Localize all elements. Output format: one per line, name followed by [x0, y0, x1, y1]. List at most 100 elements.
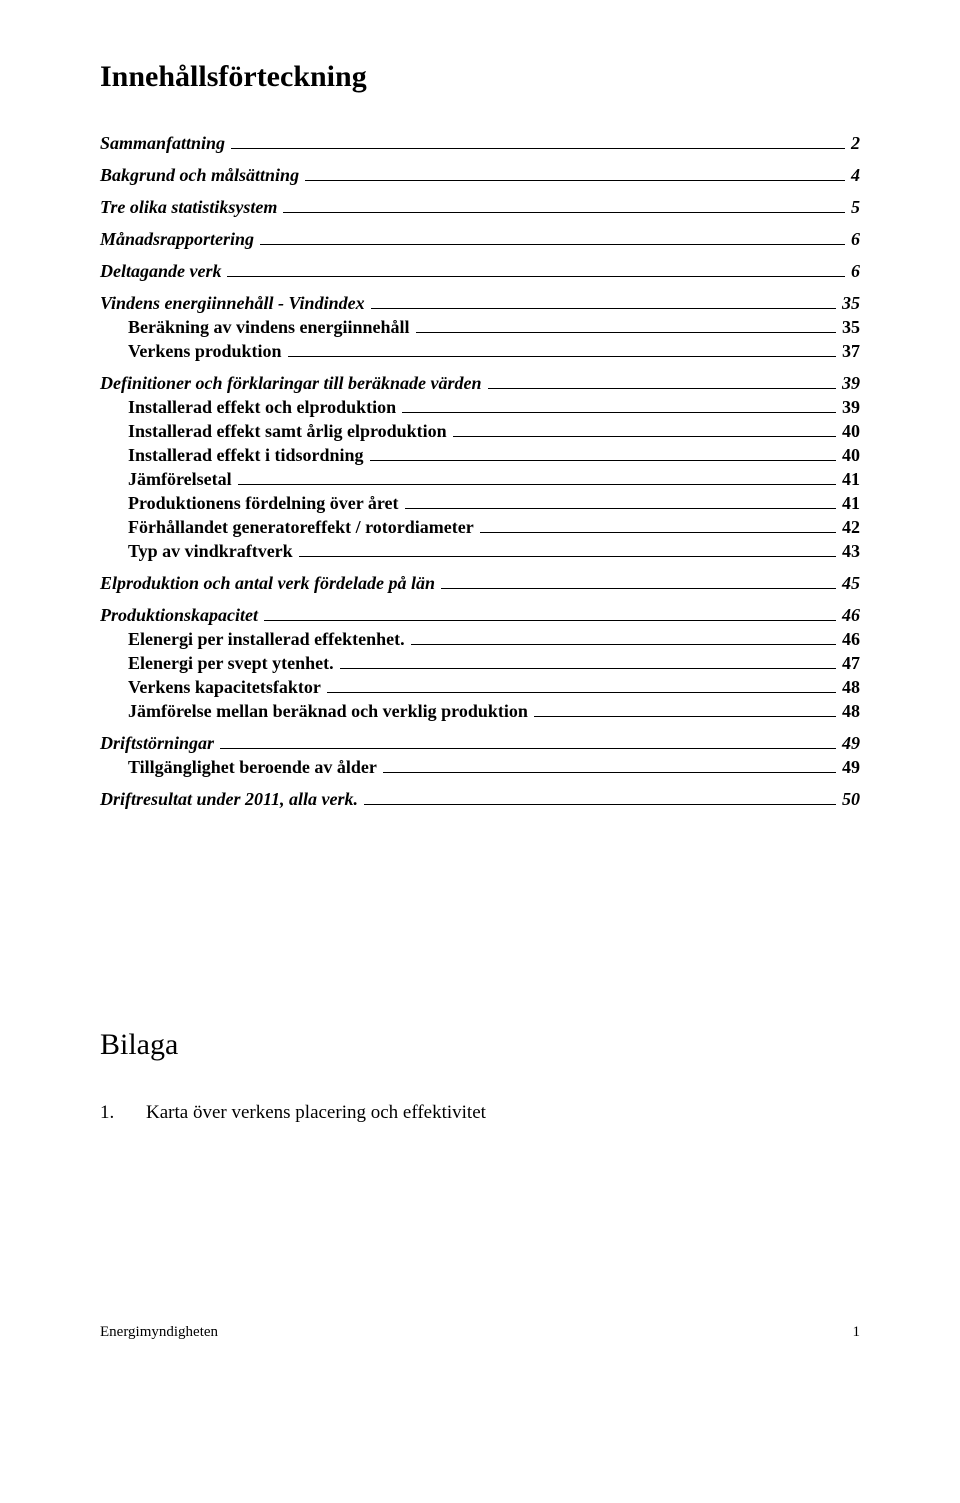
toc-entry-label: Verkens kapacitetsfaktor	[128, 678, 325, 696]
toc-entry: Elenergi per svept ytenhet. 47	[128, 654, 860, 672]
toc-entry: Tre olika statistiksystem 5	[100, 198, 860, 216]
toc-entry-label: Tre olika statistiksystem	[100, 198, 281, 216]
toc-entry-page: 49	[838, 734, 860, 752]
toc-entry-page: 47	[838, 654, 860, 672]
footer-label: Energimyndigheten	[100, 1324, 218, 1341]
toc-entry-label: Installerad effekt i tidsordning	[128, 446, 368, 464]
toc-entry-page: 49	[838, 758, 860, 776]
toc-entry-label: Jämförelse mellan beräknad och verklig p…	[128, 702, 532, 720]
toc-entry: Månadsrapportering6	[100, 230, 860, 248]
toc-entry-label: Bakgrund och målsättning	[100, 166, 303, 184]
toc-entry: Elenergi per installerad effektenhet. 46	[128, 630, 860, 648]
toc-entry: Driftstörningar 49	[100, 734, 860, 752]
toc-entry: Definitioner och förklaringar till beräk…	[100, 374, 860, 392]
toc-leader-line	[227, 276, 845, 277]
toc-leader-line	[364, 804, 836, 805]
toc-entry: Produktionens fördelning över året41	[128, 494, 860, 512]
toc-leader-line	[288, 356, 836, 357]
toc-entry-page: 46	[838, 630, 860, 648]
toc-entry: Driftresultat under 2011, alla verk. 50	[100, 790, 860, 808]
toc-entry-label: Verkens produktion	[128, 342, 286, 360]
toc-entry-label: Jämförelsetal	[128, 470, 236, 488]
toc-entry: Beräkning av vindens energiinnehåll 35	[128, 318, 860, 336]
appendix-item-number: 1.	[100, 1102, 146, 1124]
toc-entry-label: Beräkning av vindens energiinnehåll	[128, 318, 414, 336]
toc-entry-label: Installerad effekt och elproduktion	[128, 398, 400, 416]
toc-entry-page: 39	[838, 398, 860, 416]
toc-entry-page: 41	[838, 470, 860, 488]
toc-leader-line	[305, 180, 845, 181]
toc-entry-page: 48	[838, 702, 860, 720]
toc-leader-line	[480, 532, 836, 533]
toc-leader-line	[220, 748, 836, 749]
toc-entry-label: Vindens energiinnehåll - Vindindex	[100, 294, 369, 312]
toc-entry-page: 46	[838, 606, 860, 624]
toc-entry-page: 48	[838, 678, 860, 696]
toc-entry-page: 37	[838, 342, 860, 360]
toc-entry-page: 50	[838, 790, 860, 808]
toc-entry-page: 4	[847, 166, 860, 184]
toc-entry-page: 39	[838, 374, 860, 392]
toc-entry: Elproduktion och antal verk fördelade på…	[100, 574, 860, 592]
toc-entry-label: Elproduktion och antal verk fördelade på…	[100, 574, 439, 592]
appendix-item: 1.Karta över verkens placering och effek…	[100, 1102, 860, 1124]
toc-entry-page: 40	[838, 422, 860, 440]
toc-entry-label: Typ av vindkraftverk	[128, 542, 297, 560]
toc-entry-label: Elenergi per installerad effektenhet.	[128, 630, 409, 648]
toc-entry-page: 2	[847, 134, 860, 152]
toc-entry-label: Månadsrapportering	[100, 230, 258, 248]
toc-entry-page: 45	[838, 574, 860, 592]
toc-entry-label: Sammanfattning	[100, 134, 229, 152]
toc-leader-line	[327, 692, 836, 693]
toc-entry-label: Driftstörningar	[100, 734, 218, 752]
toc-leader-line	[238, 484, 836, 485]
toc-leader-line	[441, 588, 836, 589]
appendix-list: 1.Karta över verkens placering och effek…	[100, 1102, 860, 1124]
toc-leader-line	[405, 508, 836, 509]
page-footer: Energimyndigheten 1	[100, 1324, 860, 1341]
toc-leader-line	[340, 668, 836, 669]
table-of-contents: Sammanfattning 2 Bakgrund och målsättning 4…	[100, 134, 860, 808]
toc-leader-line	[534, 716, 836, 717]
toc-entry: Vindens energiinnehåll - Vindindex 35	[100, 294, 860, 312]
toc-entry-label: Förhållandet generatoreffekt / rotordiam…	[128, 518, 478, 536]
toc-entry-page: 43	[838, 542, 860, 560]
toc-leader-line	[283, 212, 845, 213]
toc-leader-line	[371, 308, 836, 309]
toc-leader-line	[370, 460, 836, 461]
toc-entry-page: 6	[847, 262, 860, 280]
toc-leader-line	[299, 556, 836, 557]
toc-leader-line	[416, 332, 836, 333]
toc-entry-page: 35	[838, 294, 860, 312]
toc-entry-page: 40	[838, 446, 860, 464]
page-title: Innehållsförteckning	[100, 60, 860, 94]
toc-entry: Tillgänglighet beroende av ålder49	[128, 758, 860, 776]
toc-entry: Produktionskapacitet 46	[100, 606, 860, 624]
toc-entry: Installerad effekt i tidsordning 40	[128, 446, 860, 464]
toc-entry: Verkens kapacitetsfaktor 48	[128, 678, 860, 696]
toc-entry-page: 41	[838, 494, 860, 512]
toc-entry-page: 35	[838, 318, 860, 336]
toc-entry-label: Deltagande verk	[100, 262, 225, 280]
toc-entry-label: Driftresultat under 2011, alla verk.	[100, 790, 362, 808]
toc-entry: Typ av vindkraftverk 43	[128, 542, 860, 560]
toc-leader-line	[231, 148, 845, 149]
toc-entry: Installerad effekt samt årlig elprodukti…	[128, 422, 860, 440]
toc-entry-label: Produktionskapacitet	[100, 606, 262, 624]
toc-entry: Verkens produktion 37	[128, 342, 860, 360]
toc-entry-page: 42	[838, 518, 860, 536]
appendix-item-text: Karta över verkens placering och effekti…	[146, 1102, 486, 1123]
toc-entry-label: Installerad effekt samt årlig elprodukti…	[128, 422, 451, 440]
toc-entry-page: 5	[847, 198, 860, 216]
toc-entry-label: Elenergi per svept ytenhet.	[128, 654, 338, 672]
toc-leader-line	[488, 388, 836, 389]
toc-entry: Sammanfattning 2	[100, 134, 860, 152]
toc-entry: Jämförelse mellan beräknad och verklig p…	[128, 702, 860, 720]
appendix-heading: Bilaga	[100, 1028, 860, 1062]
toc-entry-label: Definitioner och förklaringar till beräk…	[100, 374, 486, 392]
toc-leader-line	[402, 412, 836, 413]
toc-entry: Jämförelsetal 41	[128, 470, 860, 488]
toc-leader-line	[264, 620, 836, 621]
toc-leader-line	[383, 772, 836, 773]
toc-entry: Deltagande verk 6	[100, 262, 860, 280]
